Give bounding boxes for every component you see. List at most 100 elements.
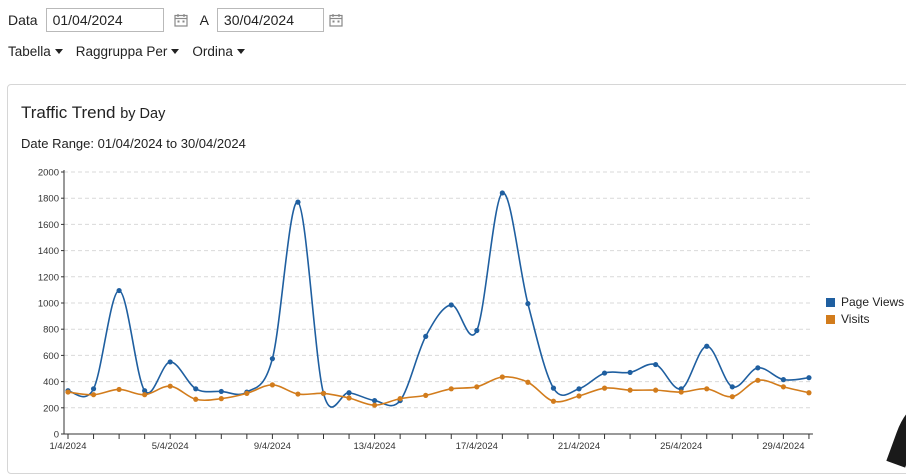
chart-panel xyxy=(7,84,906,474)
data-point-visits xyxy=(218,396,224,402)
data-point-page-views xyxy=(90,386,97,392)
data-point-page-views xyxy=(525,301,531,307)
chart-gridlines xyxy=(64,171,813,409)
y-tick-label: 0 xyxy=(54,430,59,441)
data-point-visits xyxy=(729,394,735,400)
data-point-visits xyxy=(397,396,403,402)
x-tick-label: 9/4/2024 xyxy=(254,441,291,452)
data-point-page-views xyxy=(269,356,275,362)
data-point-page-views xyxy=(729,384,735,390)
date-from-input[interactable] xyxy=(45,8,164,32)
data-point-page-views xyxy=(423,333,429,340)
data-point-visits xyxy=(601,385,608,391)
data-point-visits xyxy=(244,390,250,396)
caret-down-icon xyxy=(54,49,63,54)
data-point-page-views xyxy=(167,359,173,365)
data-point-page-views xyxy=(704,343,710,349)
y-tick-label: 1400 xyxy=(38,246,59,257)
data-point-page-views xyxy=(142,388,148,394)
y-tick-label: 1200 xyxy=(38,272,59,283)
x-tick-label: 25/4/2024 xyxy=(660,441,702,452)
data-point-visits xyxy=(474,384,480,390)
x-tick-label: 21/4/2024 xyxy=(558,441,600,452)
chart-axes: 0 200 400 600 800 1000 1200 1400 1600 1800 2000 1/4… xyxy=(38,168,813,452)
group-by-menu-label: Raggruppa Per xyxy=(75,44,168,59)
series-line-page-views xyxy=(67,192,810,408)
data-point-visits xyxy=(423,392,429,398)
legend-item-page-views[interactable]: Page Views xyxy=(826,294,904,310)
x-tick-label: 1/4/2024 xyxy=(50,441,87,452)
legend-label: Visits xyxy=(841,312,870,326)
data-point-page-views xyxy=(193,386,199,392)
y-tick-label: 400 xyxy=(43,377,59,388)
data-point-visits xyxy=(269,382,275,388)
calendar-icon[interactable] xyxy=(329,13,343,27)
group-by-menu[interactable]: Raggruppa Per xyxy=(76,44,180,59)
chart-title: Traffic Trend by Day xyxy=(21,103,165,123)
chart-title-suffix: by Day xyxy=(120,106,166,122)
x-tick-label: 17/4/2024 xyxy=(456,441,498,452)
traffic-trend-chart: 0 200 400 600 800 1000 1200 1400 1600 1800 2000 1/4… xyxy=(38,168,813,452)
chart-title-main: Traffic Trend xyxy=(21,103,116,122)
y-tick-label: 1000 xyxy=(38,299,59,310)
data-point-visits xyxy=(90,392,97,398)
y-tick-label: 1800 xyxy=(38,194,59,205)
table-menu[interactable]: Tabella xyxy=(8,44,63,59)
legend-item-visits[interactable]: Visits xyxy=(826,311,904,327)
data-point-visits xyxy=(806,390,812,396)
data-point-page-views xyxy=(116,287,122,294)
data-point-visits xyxy=(116,386,122,393)
y-tick-label: 600 xyxy=(43,351,59,362)
sort-menu-label: Ordina xyxy=(192,44,233,59)
data-point-visits xyxy=(448,386,454,392)
data-point-visits xyxy=(295,391,301,397)
data-point-visits xyxy=(499,374,505,380)
data-point-visits xyxy=(65,389,71,395)
data-point-visits xyxy=(576,393,582,399)
x-tick-label: 29/4/2024 xyxy=(762,441,804,452)
chart-date-range: Date Range: 01/04/2024 to 30/04/2024 xyxy=(21,136,246,151)
chart-series xyxy=(65,190,812,408)
data-point-visits xyxy=(346,395,352,401)
y-tick-label: 1600 xyxy=(38,220,59,231)
data-point-page-views xyxy=(780,377,787,383)
data-point-page-views xyxy=(755,365,761,371)
data-point-visits xyxy=(653,387,659,393)
data-point-page-views xyxy=(653,361,659,368)
data-point-page-views xyxy=(346,390,352,396)
data-point-page-views xyxy=(627,369,633,376)
y-tick-label: 800 xyxy=(43,325,59,336)
date-to-label: A xyxy=(199,12,209,28)
data-point-visits xyxy=(704,386,710,392)
table-menu-label: Tabella xyxy=(8,44,51,59)
data-point-visits xyxy=(780,384,787,390)
y-tick-label: 200 xyxy=(43,403,59,414)
x-tick-label: 13/4/2024 xyxy=(353,441,395,452)
data-point-visits xyxy=(627,387,633,393)
data-point-page-views xyxy=(448,302,454,308)
y-tick-label: 2000 xyxy=(38,168,59,179)
caret-down-icon xyxy=(171,49,180,54)
legend-label: Page Views xyxy=(841,295,905,309)
data-point-visits xyxy=(320,390,327,396)
data-point-page-views xyxy=(372,397,378,404)
view-menu-bar: Tabella Raggruppa Per Ordina xyxy=(8,44,258,59)
data-point-page-views xyxy=(218,388,224,395)
data-point-page-views xyxy=(576,386,582,392)
data-point-visits xyxy=(525,379,531,385)
data-point-page-views xyxy=(806,375,812,381)
data-point-page-views xyxy=(499,190,505,196)
data-point-visits xyxy=(550,398,557,404)
legend-swatch xyxy=(826,314,835,324)
sort-menu[interactable]: Ordina xyxy=(192,44,245,59)
caret-down-icon xyxy=(236,49,245,54)
data-point-page-views xyxy=(601,370,608,376)
data-point-page-views xyxy=(474,327,480,334)
data-point-visits xyxy=(193,396,199,402)
data-point-visits xyxy=(142,392,148,398)
date-to-input[interactable] xyxy=(216,8,324,32)
calendar-icon[interactable] xyxy=(173,13,188,27)
date-label: Data xyxy=(8,12,38,28)
data-point-visits xyxy=(678,389,684,395)
data-point-page-views xyxy=(550,385,557,391)
